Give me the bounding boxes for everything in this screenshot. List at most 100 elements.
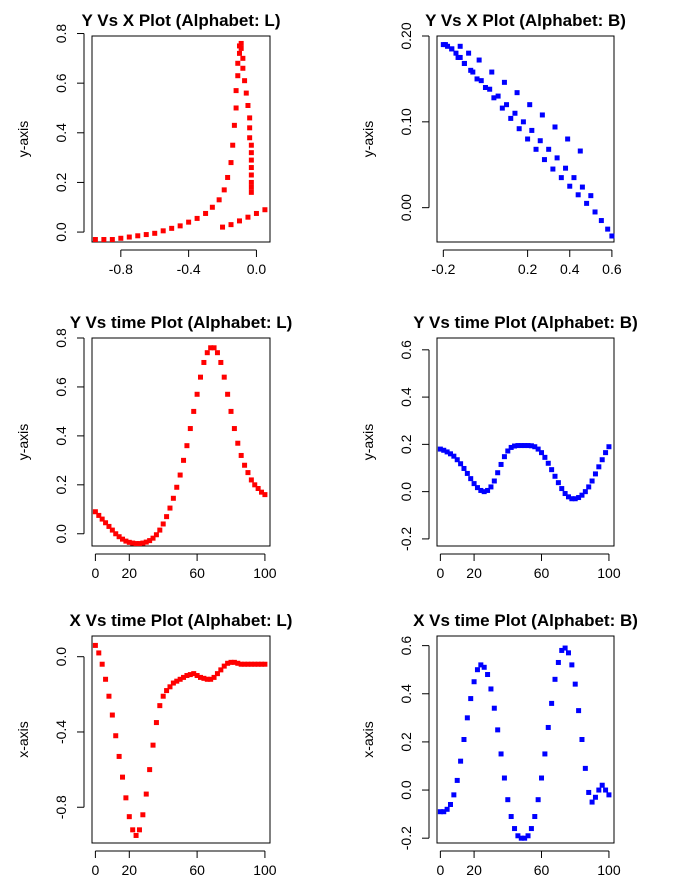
- data-point: [194, 673, 200, 679]
- data-point: [461, 737, 467, 742]
- data-point: [562, 491, 568, 497]
- data-point: [487, 86, 493, 92]
- data-point: [181, 674, 187, 680]
- data-point: [576, 495, 582, 501]
- data-point: [120, 774, 126, 780]
- data-point: [150, 535, 156, 541]
- data-point: [255, 485, 261, 491]
- data-point: [592, 209, 598, 215]
- data-point: [482, 85, 488, 90]
- data-point: [236, 218, 242, 224]
- data-point: [92, 237, 98, 243]
- data-point: [539, 112, 545, 118]
- chart-title: Y Vs time Plot (Alphabet: B): [413, 313, 638, 332]
- data-point: [242, 78, 248, 84]
- data-point: [522, 835, 528, 841]
- data-point: [126, 234, 132, 240]
- data-point: [113, 733, 119, 739]
- data-point: [143, 791, 149, 797]
- data-point: [126, 814, 132, 820]
- data-point: [546, 146, 552, 152]
- data-point: [598, 218, 604, 224]
- data-point: [120, 536, 126, 542]
- data-point: [191, 408, 197, 414]
- y-axis-label: y-axis: [15, 424, 31, 461]
- data-point: [453, 50, 459, 56]
- data-point: [466, 50, 472, 56]
- data-point: [458, 461, 464, 467]
- data-point: [123, 538, 129, 544]
- data-point: [528, 443, 534, 449]
- data-point: [559, 647, 565, 653]
- y-tick-label: -0.4: [53, 720, 69, 744]
- data-point: [461, 465, 467, 471]
- data-point: [441, 447, 447, 453]
- data-point: [471, 679, 477, 685]
- y-tick-label: 0.0: [53, 524, 69, 544]
- data-point: [489, 69, 495, 75]
- data-point: [464, 715, 470, 721]
- data-point: [471, 481, 477, 487]
- data-point: [458, 758, 464, 764]
- data-point: [186, 219, 192, 225]
- data-point: [262, 207, 268, 213]
- data-point: [245, 470, 251, 476]
- data-point: [247, 135, 253, 141]
- plot-frame: [436, 35, 615, 243]
- data-point: [567, 183, 573, 189]
- y-tick-label: 0.00: [398, 194, 414, 221]
- data-point: [572, 681, 578, 687]
- data-point: [569, 662, 575, 668]
- data-point: [451, 453, 457, 459]
- data-point: [197, 374, 203, 380]
- data-point: [113, 531, 119, 537]
- data-series: [92, 642, 268, 838]
- data-point: [197, 674, 203, 680]
- data-point: [498, 461, 504, 467]
- y-axis-label: x-axis: [360, 721, 376, 758]
- data-point: [451, 792, 457, 798]
- chart-title: Y Vs X Plot (Alphabet: B): [425, 11, 626, 30]
- y-tick-label: 0.20: [398, 22, 414, 49]
- data-point: [184, 443, 190, 449]
- data-point: [603, 450, 609, 456]
- data-point: [225, 660, 231, 666]
- data-point: [236, 50, 242, 56]
- data-point: [464, 470, 470, 476]
- data-point: [235, 60, 241, 66]
- data-point: [481, 489, 487, 495]
- data-point: [512, 443, 518, 449]
- data-point: [228, 160, 234, 166]
- data-point: [243, 90, 249, 96]
- data-point: [99, 661, 105, 667]
- data-point: [194, 215, 200, 221]
- data-point: [245, 214, 251, 220]
- x-tick-label: 20: [466, 565, 482, 581]
- data-point: [495, 470, 501, 476]
- y-tick-label: -0.2: [398, 527, 414, 551]
- data-point: [442, 42, 448, 48]
- plot-frame: [91, 635, 271, 844]
- data-point: [606, 444, 612, 450]
- data-point: [515, 833, 521, 839]
- data-point: [582, 489, 588, 495]
- data-point: [160, 693, 166, 699]
- data-point: [118, 235, 124, 241]
- data-point: [170, 495, 176, 501]
- data-point: [596, 787, 602, 793]
- x-tick-label: 60: [189, 862, 205, 876]
- x-tick-label: 100: [253, 862, 277, 876]
- chart-panel-6: X Vs time Plot (Alphabet: B) x-axis 0 20 60 1…: [360, 611, 638, 876]
- data-point: [262, 492, 268, 498]
- data-series: [92, 40, 268, 243]
- data-point: [455, 54, 461, 60]
- data-series: [92, 345, 268, 547]
- data-point: [247, 115, 253, 121]
- x-tick-label: 60: [534, 862, 550, 876]
- data-point: [177, 223, 183, 229]
- data-point: [525, 443, 531, 449]
- plot-frame: [436, 337, 615, 547]
- x-tick-label: 0.4: [560, 261, 580, 277]
- data-point: [221, 187, 227, 193]
- data-point: [253, 210, 259, 216]
